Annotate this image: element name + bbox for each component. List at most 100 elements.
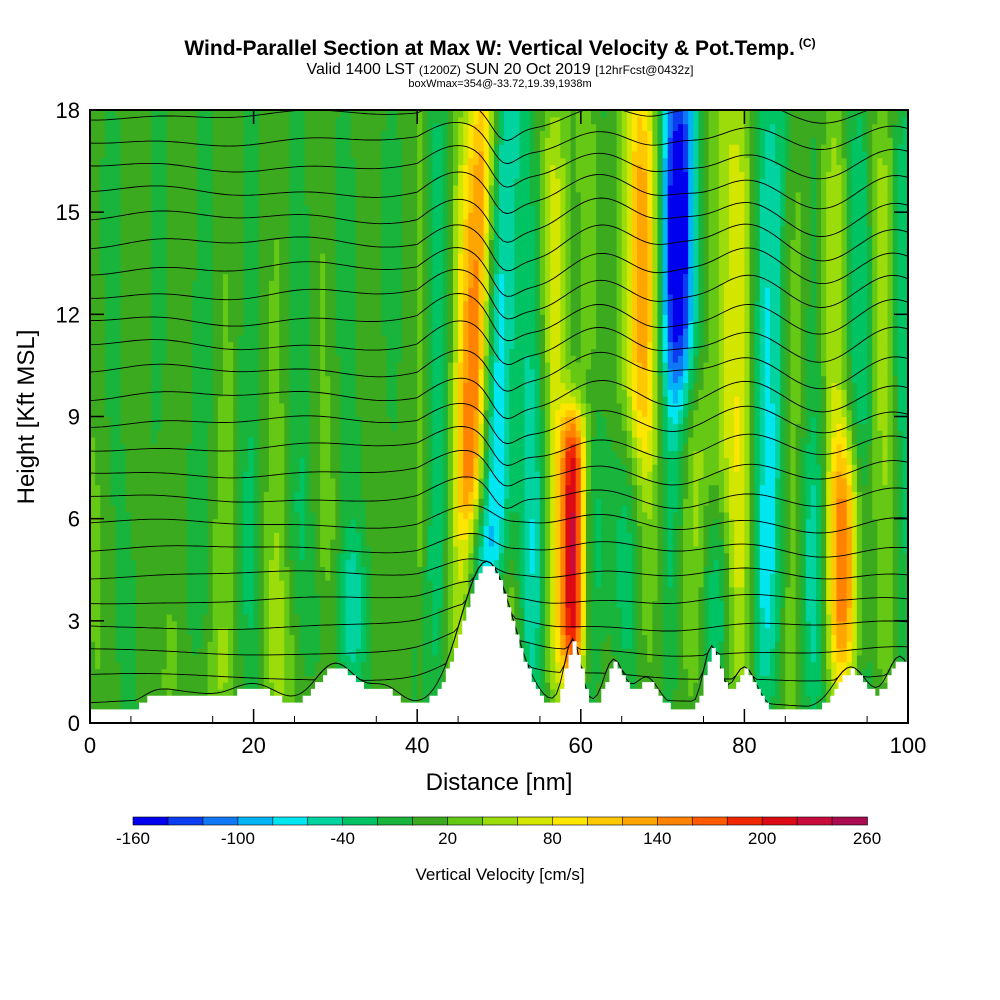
velocity-cell (253, 545, 260, 554)
velocity-cell (320, 375, 331, 384)
velocity-cell (432, 620, 439, 629)
velocity-cell (872, 389, 878, 397)
velocity-cell (478, 566, 485, 574)
velocity-cell (897, 573, 908, 581)
velocity-cell (872, 491, 894, 499)
velocity-cell (238, 607, 244, 615)
velocity-cell (100, 607, 117, 615)
velocity-cell (718, 362, 725, 370)
velocity-cell (427, 484, 434, 493)
velocity-cell (887, 362, 894, 370)
velocity-cell (667, 436, 679, 445)
velocity-cell (217, 450, 234, 458)
velocity-cell (805, 430, 812, 438)
velocity-cell (115, 505, 127, 513)
velocity-cell (754, 436, 761, 445)
velocity-cell (90, 539, 101, 547)
velocity-cell (366, 620, 372, 629)
velocity-cell (846, 389, 853, 397)
velocity-cell (432, 518, 444, 527)
velocity-cell (672, 511, 684, 520)
velocity-cell (703, 525, 710, 533)
velocity-cell (821, 457, 827, 465)
velocity-cell (504, 505, 526, 513)
velocity-cell (749, 525, 756, 533)
velocity-cell (631, 396, 638, 404)
velocity-cell (187, 457, 209, 465)
velocity-cell (652, 443, 659, 452)
velocity-cell (330, 457, 342, 465)
velocity-cell (452, 402, 459, 411)
velocity-cell (785, 443, 792, 452)
velocity-cell (698, 518, 705, 527)
velocity-cell (432, 450, 444, 458)
velocity-cell (401, 355, 418, 363)
velocity-cell (754, 341, 761, 349)
velocity-cell (703, 627, 710, 636)
velocity-cell (698, 648, 705, 656)
velocity-cell (207, 457, 219, 465)
velocity-cell (396, 382, 418, 390)
velocity-cell (637, 423, 653, 431)
velocity-cell (698, 511, 705, 520)
velocity-cell (539, 477, 546, 486)
velocity-cell (575, 511, 582, 520)
velocity-cell (524, 532, 531, 540)
velocity-cell (805, 341, 817, 349)
velocity-cell (560, 430, 567, 438)
velocity-cell (780, 634, 786, 642)
velocity-cell (591, 457, 623, 465)
velocity-cell (284, 423, 290, 431)
velocity-cell (422, 668, 444, 676)
velocity-cell (340, 627, 347, 636)
velocity-cell (703, 532, 710, 540)
velocity-cell (723, 423, 735, 431)
velocity-cell (585, 668, 592, 676)
velocity-cell (729, 464, 735, 472)
velocity-cell (458, 396, 464, 404)
velocity-cell (90, 505, 101, 513)
velocity-cell (570, 539, 577, 547)
velocity-cell (442, 634, 449, 642)
velocity-cell (596, 552, 602, 561)
velocity-cell (606, 430, 628, 438)
velocity-cell (902, 525, 908, 533)
velocity-cell (340, 579, 347, 588)
velocity-cell (800, 532, 807, 540)
velocity-cell (100, 498, 112, 506)
velocity-cell (780, 525, 786, 533)
velocity-cell (723, 627, 730, 636)
velocity-cell (851, 552, 858, 561)
velocity-cell (253, 614, 260, 622)
velocity-cell (412, 682, 418, 690)
velocity-cell (892, 641, 899, 649)
velocity-cell (606, 416, 623, 424)
velocity-cell (529, 532, 536, 540)
velocity-cell (212, 614, 234, 622)
velocity-cell (826, 634, 832, 642)
velocity-cell (861, 552, 878, 561)
velocity-cell (621, 620, 633, 629)
velocity-cell (805, 600, 817, 608)
velocity-cell (672, 566, 679, 574)
velocity-cell (575, 409, 582, 418)
velocity-cell (780, 396, 786, 404)
velocity-cell (468, 539, 475, 547)
velocity-cell (350, 518, 357, 527)
velocity-cell (902, 545, 908, 554)
velocity-cell (677, 423, 684, 431)
velocity-cell (207, 579, 214, 588)
velocity-cell (432, 586, 444, 595)
velocity-cell (519, 532, 526, 540)
velocity-cell (790, 409, 802, 418)
velocity-cell (652, 409, 659, 418)
velocity-cell (289, 402, 311, 411)
velocity-cell (826, 484, 832, 493)
velocity-cell (780, 654, 786, 663)
velocity-cell (754, 559, 761, 567)
velocity-cell (754, 382, 761, 390)
velocity-cell (539, 586, 546, 595)
velocity-cell (345, 600, 362, 608)
velocity-cell (821, 436, 827, 445)
velocity-cell (320, 355, 326, 363)
